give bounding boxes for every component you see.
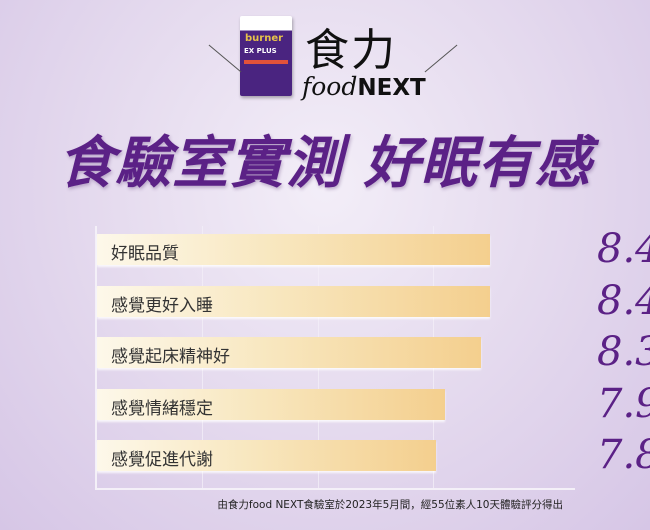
logo-english: foodNEXT (302, 72, 426, 101)
category-label: 好眠品質 (111, 244, 179, 264)
logo-food: food (302, 72, 358, 101)
bar (97, 388, 446, 420)
product-box-image: burner EX PLUS (240, 16, 292, 96)
value-label: 8.4 (597, 226, 650, 272)
bar (97, 234, 490, 265)
product-name: EX PLUS (244, 47, 277, 55)
value-label: 7.8 (597, 432, 650, 478)
category-label: 感覺情緒穩定 (111, 398, 213, 419)
page-title: 食驗室實測 好眠有感 (58, 130, 592, 196)
bar-chart: 好眠品質 8.4 感覺更好入睡 8.4 感覺起床精神好 8.3 感覺情緒穩定 7.9 感覺促進代… (95, 226, 650, 490)
footnote: 由食力food NEXT食驗室於2023年5月間，經55位素人10天體驗評分得出 (217, 499, 563, 511)
category-label: 感覺起床精神好 (111, 347, 230, 367)
value-label: 8.4 (597, 277, 650, 324)
product-stripe (244, 60, 288, 64)
logo-next: NEXT (357, 75, 426, 101)
product-brand: burner (245, 33, 284, 44)
category-label: 感覺促進代謝 (111, 450, 213, 470)
value-label: 8.3 (597, 329, 650, 375)
category-label: 感覺更好入睡 (111, 295, 213, 316)
bar (97, 337, 482, 368)
left-slash-decoration (208, 44, 242, 73)
header-logo: burner EX PLUS 食力 foodNEXT (0, 0, 650, 110)
bar (97, 285, 490, 317)
logo-chinese: 食力 (305, 25, 397, 76)
right-slash-decoration (424, 44, 458, 73)
value-label: 7.9 (597, 380, 650, 427)
bar (97, 440, 437, 471)
